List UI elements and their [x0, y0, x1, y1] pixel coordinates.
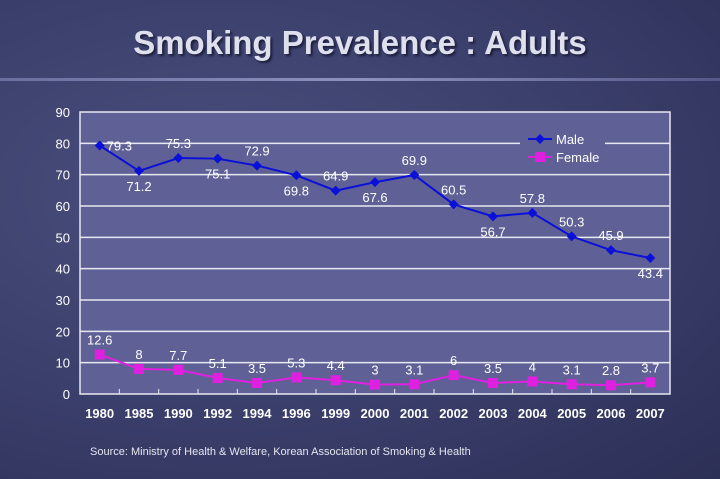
data-point [134, 363, 144, 374]
x-tick-label: 2007 [636, 406, 665, 421]
data-point [252, 160, 262, 171]
data-point [448, 370, 459, 381]
data-label: 71.2 [126, 179, 151, 194]
data-label: 56.7 [480, 224, 505, 239]
data-point [252, 378, 262, 389]
data-label: 2.8 [602, 363, 620, 378]
data-label: 79.3 [107, 139, 132, 154]
data-point [645, 377, 656, 388]
x-tick-label: 1985 [125, 406, 154, 421]
data-point [330, 185, 341, 196]
x-tick-label: 1999 [321, 406, 350, 421]
data-label: 3.5 [484, 361, 502, 376]
x-tick-label: 1990 [164, 406, 193, 421]
source-note: Source: Ministry of Health & Welfare, Ko… [90, 446, 471, 458]
x-tick-label: 2002 [439, 406, 468, 421]
y-tick-label: 10 [56, 356, 70, 371]
data-point [370, 379, 380, 390]
y-tick-label: 50 [56, 230, 70, 245]
x-tick-label: 2004 [518, 406, 548, 421]
data-point [566, 231, 577, 242]
data-point [527, 207, 538, 218]
data-point [330, 375, 341, 386]
data-point [212, 373, 223, 384]
data-label: 5.1 [209, 356, 227, 371]
title-divider [0, 78, 720, 81]
data-label: 4 [529, 359, 536, 374]
data-point [370, 177, 380, 188]
data-point [173, 364, 184, 375]
data-label: 3.5 [248, 361, 266, 376]
data-point [291, 372, 302, 383]
data-label: 4.4 [327, 358, 345, 373]
data-label: 64.9 [323, 169, 348, 184]
x-tick-label: 1996 [282, 406, 311, 421]
y-tick-label: 30 [56, 293, 70, 308]
x-tick-label: 2003 [479, 406, 508, 421]
x-tick-label: 2001 [400, 406, 429, 421]
y-tick-label: 60 [56, 199, 70, 214]
data-label: 57.8 [520, 191, 545, 206]
data-label: 7.7 [169, 348, 187, 363]
data-label: 3.7 [641, 360, 659, 375]
data-point [94, 349, 105, 360]
y-tick-label: 80 [56, 136, 70, 151]
legend-label: Female [556, 150, 599, 165]
data-label: 50.3 [559, 214, 584, 229]
data-label: 5.3 [287, 355, 305, 370]
data-point [94, 140, 105, 151]
slide-title: Smoking Prevalence : Adults [133, 24, 587, 61]
data-label: 43.4 [638, 266, 663, 281]
data-point [566, 379, 577, 390]
data-point [409, 379, 420, 390]
data-point [409, 169, 420, 180]
data-point [645, 253, 656, 264]
data-label: 45.9 [598, 228, 623, 243]
x-tick-label: 2006 [597, 406, 626, 421]
y-tick-label: 70 [56, 168, 70, 183]
data-label: 69.8 [284, 183, 309, 198]
x-tick-label: 2000 [361, 406, 390, 421]
data-label: 75.1 [205, 167, 230, 182]
legend-marker [535, 134, 545, 144]
data-label: 69.9 [402, 153, 427, 168]
data-point [291, 170, 302, 181]
data-label: 67.6 [362, 190, 387, 205]
x-tick-label: 1992 [203, 406, 232, 421]
data-point [448, 199, 459, 210]
data-point [488, 378, 498, 389]
y-tick-label: 40 [56, 262, 70, 277]
x-tick-label: 1980 [85, 406, 114, 421]
data-point [173, 153, 184, 164]
data-label: 60.5 [441, 182, 466, 197]
x-tick-label: 1994 [243, 406, 273, 421]
legend-marker [535, 152, 545, 162]
data-point [134, 165, 144, 176]
data-label: 8 [135, 347, 142, 362]
y-tick-label: 0 [63, 387, 70, 402]
data-label: 6 [450, 353, 457, 368]
legend-label: Male [556, 132, 584, 147]
data-point [527, 376, 538, 387]
data-label: 12.6 [87, 333, 112, 348]
x-tick-label: 2005 [557, 406, 586, 421]
data-label: 72.9 [244, 144, 269, 159]
data-label: 3.1 [563, 362, 581, 377]
data-point [488, 211, 498, 222]
data-label: 3.1 [405, 362, 423, 377]
y-tick-label: 20 [56, 324, 70, 339]
data-label: 75.3 [166, 136, 191, 151]
data-point [606, 380, 616, 391]
data-point [606, 245, 616, 256]
data-point [212, 153, 223, 164]
y-tick-label: 90 [56, 105, 70, 120]
data-label: 3 [371, 363, 378, 378]
